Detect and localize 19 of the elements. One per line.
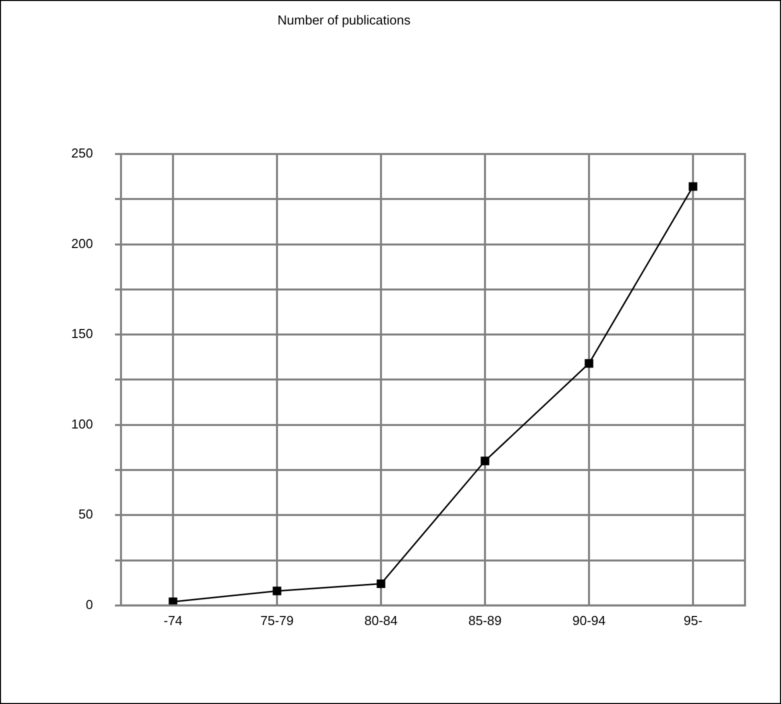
x-tick-label: 85-89 bbox=[468, 612, 502, 628]
x-tick-label: 80-84 bbox=[364, 612, 398, 628]
point bbox=[480, 456, 490, 466]
y-tick-label: 150 bbox=[71, 326, 93, 342]
point bbox=[584, 359, 594, 368]
x-tick-label: -74 bbox=[164, 612, 182, 628]
y-tick-label: 0 bbox=[86, 596, 93, 612]
x-tick-label: 95- bbox=[684, 612, 702, 628]
point bbox=[168, 598, 178, 606]
chart-title: Number of publications bbox=[278, 12, 411, 28]
point bbox=[688, 182, 698, 191]
x-tick-label: 90-94 bbox=[572, 612, 606, 628]
x-tick-label: 75-79 bbox=[260, 612, 294, 628]
y-tick-label: 50 bbox=[78, 506, 93, 522]
y-tick-label: 250 bbox=[71, 146, 93, 161]
y-tick-label: 200 bbox=[71, 236, 93, 251]
y-tick-label: 100 bbox=[71, 416, 93, 432]
point bbox=[272, 586, 282, 596]
point bbox=[376, 579, 386, 588]
